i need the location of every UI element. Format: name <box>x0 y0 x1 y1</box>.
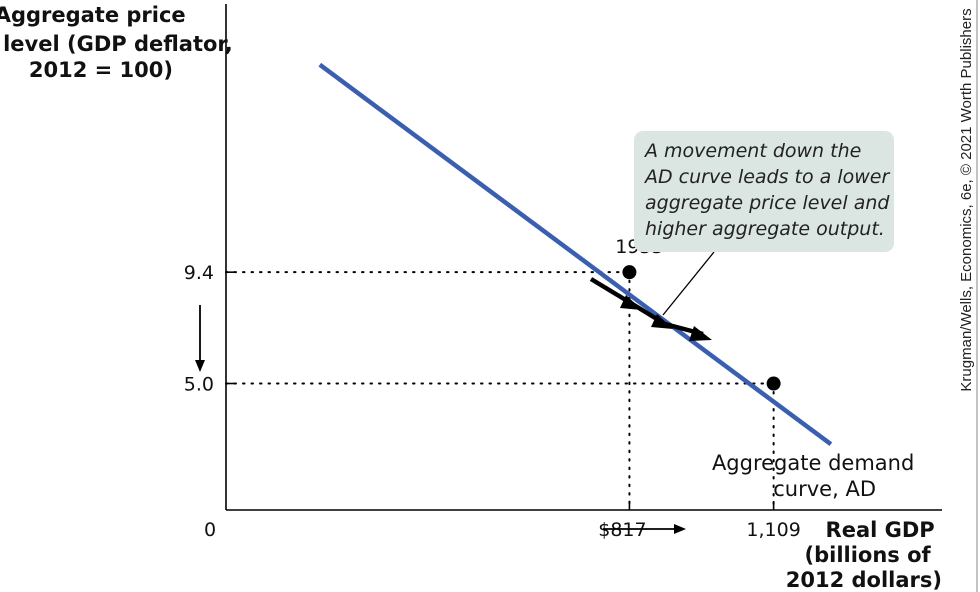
point-1109 <box>766 376 781 391</box>
annotation-line-4: higher aggregate output. <box>645 218 885 240</box>
x-axis-title-line-2: (billions of <box>805 543 932 567</box>
y-axis-down-arrow-head <box>195 360 205 372</box>
x-tick-label-817: $817 <box>598 519 646 541</box>
annotation-line-3: aggregate price level and <box>645 192 890 214</box>
annotation-box <box>634 131 894 252</box>
reference-lines <box>225 271 775 511</box>
y-axis-title-line-1: Aggregate price <box>0 3 186 27</box>
y-axis-title-line-3: 2012 = 100) <box>29 58 173 82</box>
annotation-line-2: AD curve leads to a lower <box>643 166 890 188</box>
x-axis-right-arrow-head <box>674 524 686 534</box>
publisher-credit: Krugman/Wells, Economics, 6e, © 2021 Wor… <box>958 8 975 391</box>
aggregate-demand-curve <box>318 62 833 447</box>
x-axis-title: Real GDP (billions of 2012 dollars) <box>786 518 942 592</box>
annotation-leader-line <box>662 251 715 316</box>
annotation-line-1: A movement down the <box>643 140 861 162</box>
origin-label: 0 <box>204 519 216 541</box>
y-axis-title: Aggregate price level (GDP deflator, 201… <box>0 3 240 82</box>
y-tick-label-9-4: 9.4 <box>184 262 214 284</box>
y-axis-title-line-2: level (GDP deflator, <box>3 32 233 56</box>
annotation-text: A movement down the AD curve leads to a … <box>643 140 896 240</box>
curve-label-line-1: Aggregate demand <box>712 451 914 475</box>
x-axis-title-line-1: Real GDP <box>826 518 935 542</box>
curve-label-line-2: curve, AD <box>773 477 876 501</box>
y-tick-label-5-0: 5.0 <box>184 374 214 396</box>
x-axis-title-line-3: 2012 dollars) <box>786 568 942 592</box>
curve-label: Aggregate demand curve, AD <box>712 451 921 501</box>
x-tick-label-1109: 1,109 <box>746 519 800 541</box>
point-1933 <box>622 265 637 280</box>
movement-arrows <box>589 277 712 341</box>
